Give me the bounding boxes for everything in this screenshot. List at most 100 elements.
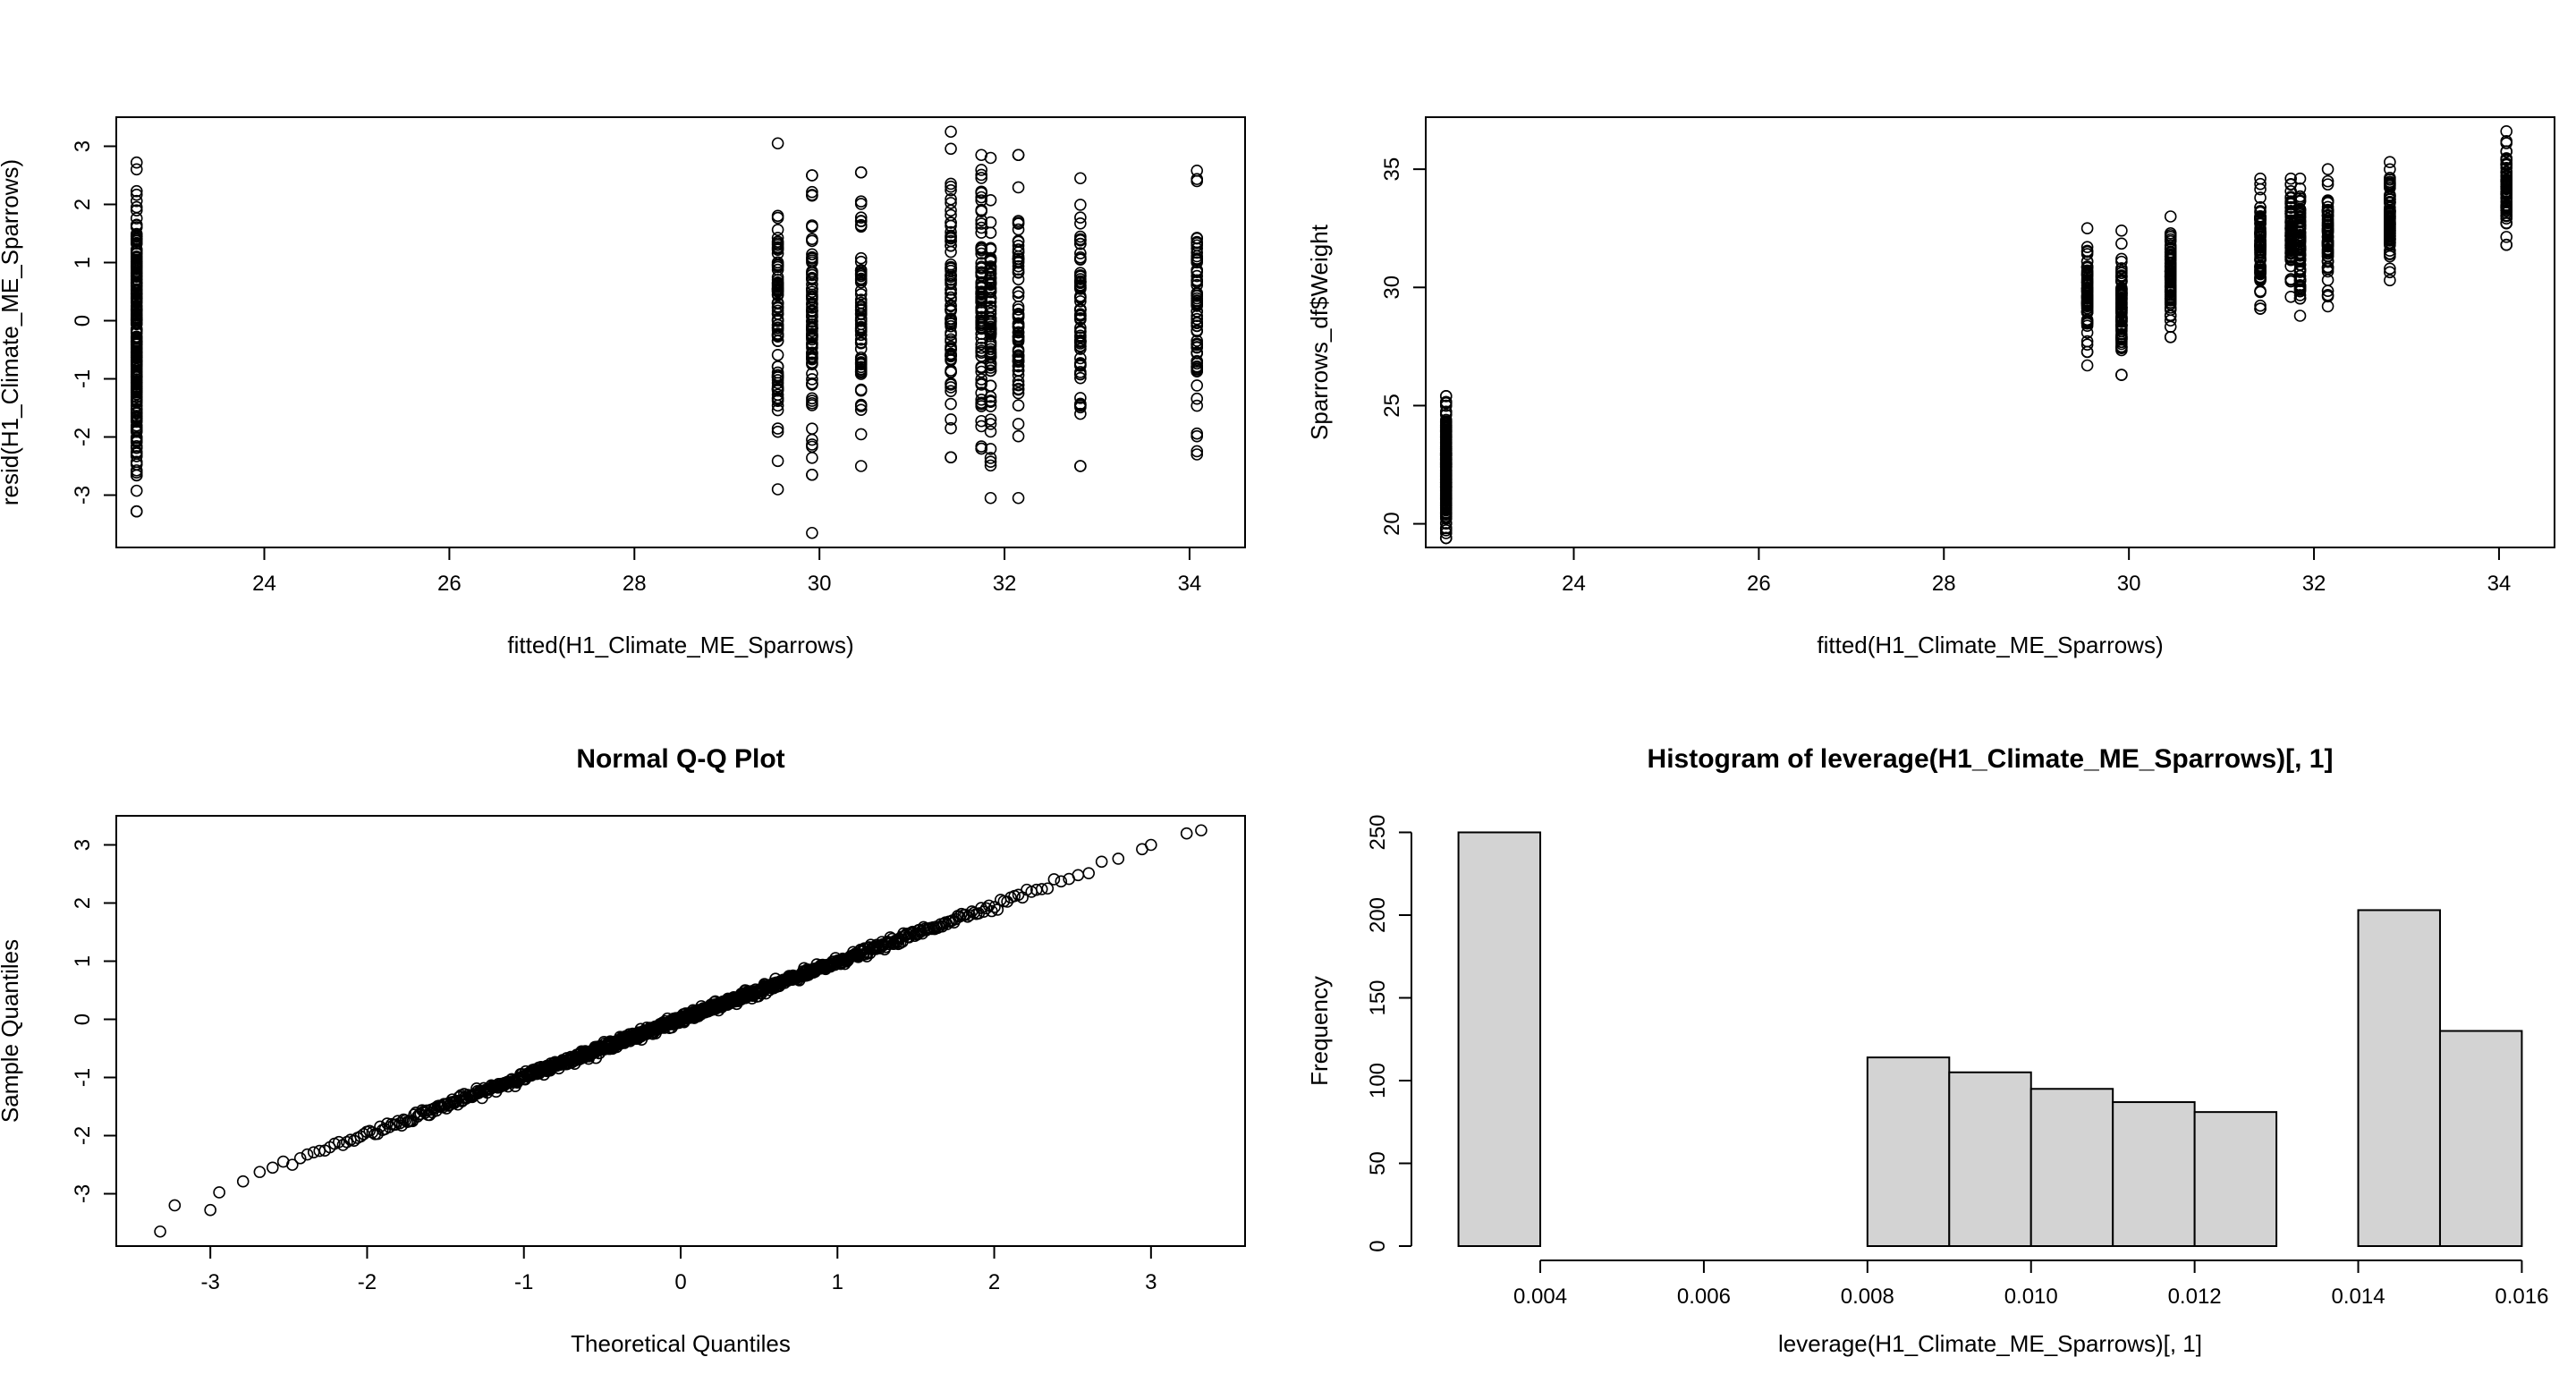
- data-point: [2293, 211, 2307, 224]
- x-tick-label: -3: [200, 1270, 219, 1294]
- data-point: [1074, 371, 1087, 385]
- data-point: [975, 194, 987, 207]
- data-point: [945, 354, 957, 367]
- data-point: [806, 273, 818, 286]
- data-point: [1191, 427, 1204, 440]
- x-tick-label: 0.008: [1841, 1285, 1894, 1309]
- data-point: [2115, 306, 2128, 319]
- data-point: [2115, 296, 2128, 310]
- data-point: [1074, 335, 1087, 348]
- points-layer: [1439, 125, 2513, 545]
- x-tick-label: 0.004: [1513, 1285, 1567, 1309]
- data-point: [2384, 189, 2396, 201]
- data-point: [806, 367, 818, 380]
- data-point: [1012, 491, 1025, 505]
- data-point: [1439, 396, 1453, 410]
- data-point: [771, 366, 784, 379]
- data-point: [1074, 199, 1087, 211]
- data-point: [854, 403, 868, 417]
- data-point: [130, 291, 143, 304]
- data-point: [771, 289, 784, 301]
- data-point: [2254, 244, 2267, 257]
- data-point: [771, 348, 784, 361]
- data-point: [1112, 852, 1125, 865]
- data-point: [2115, 275, 2128, 288]
- data-point: [2293, 231, 2307, 243]
- data-point: [806, 250, 818, 264]
- data-point: [2080, 327, 2094, 339]
- data-point: [2115, 342, 2128, 355]
- data-point: [2500, 231, 2513, 243]
- y-tick-label: 3: [71, 839, 95, 851]
- data-point: [2321, 284, 2334, 298]
- data-point: [2080, 335, 2094, 348]
- data-point: [2321, 174, 2334, 188]
- histogram-bar: [1457, 831, 1542, 1247]
- data-point: [1439, 507, 1453, 520]
- data-point: [1012, 321, 1025, 334]
- data-point: [2384, 262, 2396, 276]
- data-point: [2293, 258, 2307, 271]
- data-point: [1191, 312, 1204, 326]
- data-point: [1012, 375, 1025, 388]
- data-point: [771, 280, 784, 293]
- data-point: [988, 901, 1001, 913]
- data-point: [2115, 287, 2128, 300]
- data-point: [975, 164, 987, 176]
- data-point: [1074, 268, 1087, 282]
- data-point: [130, 505, 143, 518]
- data-point: [945, 177, 957, 191]
- data-point: [975, 378, 987, 391]
- data-point: [771, 330, 784, 343]
- data-point: [984, 413, 997, 426]
- data-point: [130, 233, 143, 245]
- data-point: [286, 1158, 299, 1171]
- data-point: [2293, 292, 2307, 305]
- data-point: [984, 443, 997, 455]
- x-tick-label: 0.016: [2495, 1285, 2548, 1309]
- data-point: [2293, 219, 2307, 232]
- data-point: [2080, 305, 2094, 318]
- data-point: [2115, 255, 2128, 268]
- data-point: [1191, 379, 1204, 392]
- data-point: [945, 318, 957, 330]
- data-point: [2164, 252, 2177, 265]
- data-point: [2254, 182, 2267, 196]
- data-point: [854, 343, 868, 355]
- y-tick-label: 2: [71, 199, 95, 210]
- data-point: [854, 165, 868, 179]
- data-point: [984, 351, 997, 363]
- data-point: [2080, 317, 2094, 330]
- data-point: [806, 189, 818, 201]
- data-point: [1074, 357, 1087, 369]
- data-point: [984, 400, 997, 412]
- data-point: [945, 239, 957, 252]
- data-point: [2080, 222, 2094, 235]
- data-point: [945, 291, 957, 304]
- data-point: [2164, 245, 2177, 259]
- data-point: [854, 276, 868, 289]
- data-point: [984, 151, 997, 165]
- data-point: [806, 297, 818, 310]
- x-tick-label: 24: [252, 572, 276, 596]
- histogram-bar: [2438, 1030, 2523, 1247]
- data-point: [2500, 135, 2513, 148]
- data-point: [130, 288, 143, 301]
- x-tick-label: 26: [437, 572, 462, 596]
- y-tick-label: 100: [1366, 1063, 1390, 1098]
- data-point: [1439, 470, 1453, 483]
- data-point: [1055, 875, 1068, 888]
- data-point: [2115, 330, 2128, 343]
- data-point: [1439, 390, 1453, 403]
- data-point: [2293, 310, 2307, 322]
- data-point: [854, 296, 868, 310]
- data-point: [1191, 242, 1204, 255]
- data-point: [806, 219, 818, 232]
- data-point: [293, 1151, 307, 1165]
- data-point: [2254, 253, 2267, 266]
- data-point: [854, 255, 868, 268]
- data-point: [2384, 179, 2396, 192]
- x-tick-label: -1: [514, 1270, 533, 1294]
- y-tick-label: -2: [71, 1126, 95, 1145]
